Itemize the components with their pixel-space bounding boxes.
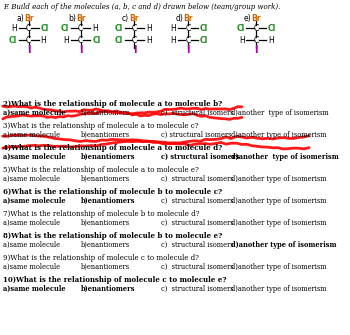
Text: Cl: Cl [200, 23, 208, 32]
Text: I: I [133, 45, 136, 55]
Text: c) structural isomers: c) structural isomers [161, 153, 240, 161]
Text: d)another type of isomerism: d)another type of isomerism [231, 241, 337, 249]
Text: d)another type of isomerism: d)another type of isomerism [231, 219, 327, 227]
Text: a): a) [16, 14, 24, 23]
Text: a)same molecule: a)same molecule [3, 109, 65, 117]
Text: Cl: Cl [9, 36, 17, 45]
Text: b)enantiomers: b)enantiomers [80, 131, 130, 139]
Text: C: C [26, 23, 31, 32]
Text: Cl: Cl [114, 36, 123, 45]
Text: b)enantiomers: b)enantiomers [80, 285, 135, 293]
Text: 7)What is the relationship of molecule b to molecule d?: 7)What is the relationship of molecule b… [3, 210, 199, 218]
Text: C: C [254, 36, 259, 45]
Text: C: C [186, 36, 191, 45]
Text: F. Build each of the molecules (a, b, c and d) drawn below (team/group work).: F. Build each of the molecules (a, b, c … [3, 3, 280, 11]
Text: I: I [27, 45, 30, 55]
Text: a)same molecule: a)same molecule [3, 175, 60, 183]
Text: 10)What is the relationship of molecule c to molecule e?: 10)What is the relationship of molecule … [3, 276, 226, 284]
Text: b)enantiomers: b)enantiomers [80, 197, 135, 205]
Text: Cl: Cl [61, 23, 69, 32]
Text: a)same molecule: a)same molecule [3, 219, 60, 227]
Text: c): c) [122, 14, 129, 23]
Text: Br: Br [24, 13, 33, 22]
Text: H: H [146, 36, 152, 45]
Text: H: H [171, 23, 176, 32]
Text: a)same molecule: a)same molecule [3, 197, 65, 205]
Text: Cl: Cl [92, 36, 100, 45]
Text: 3)What is the relationship of molecule a to molecule c?: 3)What is the relationship of molecule a… [3, 122, 198, 130]
Text: C: C [78, 23, 83, 32]
Text: c)  structural isomers: c) structural isomers [161, 263, 234, 271]
Text: Cl: Cl [114, 23, 123, 32]
Text: 5)What is the relationship of molecule a to molecule e?: 5)What is the relationship of molecule a… [3, 166, 198, 174]
Text: d)another type of isomerism: d)another type of isomerism [231, 175, 327, 183]
Text: 6)What is the relationship of molecule b to molecule c?: 6)What is the relationship of molecule b… [3, 188, 222, 196]
Text: c)  structural isomers: c) structural isomers [161, 109, 234, 117]
Text: H: H [239, 36, 245, 45]
Text: d)another  type of isomerism: d)another type of isomerism [231, 153, 339, 161]
Text: Cl: Cl [200, 36, 208, 45]
Text: d): d) [176, 14, 183, 23]
Text: Cl: Cl [268, 23, 276, 32]
Text: Cl: Cl [236, 23, 245, 32]
Text: a)same molecule: a)same molecule [3, 131, 60, 139]
Text: C: C [78, 36, 83, 45]
Text: a)same molecule: a)same molecule [3, 285, 65, 293]
Text: H: H [268, 36, 274, 45]
Text: a)same molecule: a)same molecule [3, 153, 65, 161]
Text: d)another  type of isomerism: d)another type of isomerism [231, 109, 329, 117]
Text: d)another type of isomerism: d)another type of isomerism [231, 263, 327, 271]
Text: Cl: Cl [40, 23, 49, 32]
Text: 8)What is the relationship of molecule b to molecule e?: 8)What is the relationship of molecule b… [3, 232, 222, 240]
Text: C: C [254, 23, 259, 32]
Text: H: H [171, 36, 176, 45]
Text: 4)What is the relationship of molecule a to molecule d?: 4)What is the relationship of molecule a… [3, 144, 222, 152]
Text: b)enantiomers: b)enantiomers [80, 241, 130, 249]
Text: I: I [187, 45, 190, 55]
Text: H: H [63, 36, 69, 45]
Text: c) structural isomers: c) structural isomers [161, 131, 232, 139]
Text: c)  structural isomers: c) structural isomers [161, 197, 234, 205]
Text: d)another type of isomerism: d)another type of isomerism [231, 197, 327, 205]
Text: d)another type of isomerism: d)another type of isomerism [231, 131, 327, 139]
Text: b)enantiomers: b)enantiomers [80, 109, 130, 117]
Text: a)same molecule: a)same molecule [3, 263, 60, 271]
Text: b)enantiomers: b)enantiomers [80, 263, 130, 271]
Text: c)  structural isomers: c) structural isomers [161, 285, 234, 293]
Text: b)enantiomers: b)enantiomers [80, 219, 130, 227]
Text: C: C [132, 36, 137, 45]
Text: C: C [186, 23, 191, 32]
Text: H: H [146, 23, 152, 32]
Text: I: I [79, 45, 82, 55]
Text: c)  structural isomers: c) structural isomers [161, 219, 234, 227]
Text: H: H [11, 23, 17, 32]
Text: Br: Br [76, 13, 85, 22]
Text: C: C [26, 36, 31, 45]
Text: Br: Br [130, 13, 139, 22]
Text: Br: Br [251, 13, 261, 22]
Text: C: C [132, 23, 137, 32]
Text: H: H [40, 36, 46, 45]
Text: b)enantiomers: b)enantiomers [80, 175, 130, 183]
Text: 9)What is the relationship of molecule c to molecule d?: 9)What is the relationship of molecule c… [3, 254, 199, 262]
Text: b): b) [68, 14, 76, 23]
Text: d)another type of isomerism: d)another type of isomerism [231, 285, 327, 293]
Text: H: H [92, 23, 98, 32]
Text: c)  structural isomers: c) structural isomers [161, 175, 234, 183]
Text: Br: Br [183, 13, 193, 22]
Text: c)  structural isomers: c) structural isomers [161, 241, 234, 249]
Text: e): e) [244, 14, 251, 23]
Text: b)enantiomers: b)enantiomers [80, 153, 135, 161]
Text: 2)What is the relationship of molecule a to molecule b?: 2)What is the relationship of molecule a… [3, 100, 222, 108]
Text: I: I [254, 45, 258, 55]
Text: a)same molecule: a)same molecule [3, 241, 60, 249]
